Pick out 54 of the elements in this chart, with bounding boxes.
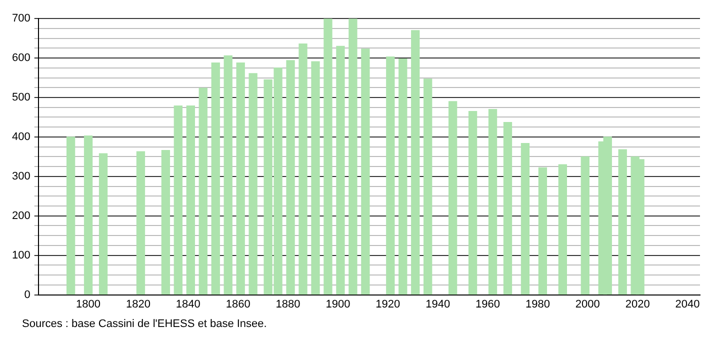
y-tick-label: 600	[12, 52, 30, 64]
x-tick-label: 2040	[675, 298, 700, 310]
y-tick-label: 0	[24, 288, 30, 301]
bar	[224, 55, 232, 295]
bar	[298, 44, 308, 295]
y-tick-label: 300	[12, 170, 30, 182]
bar	[66, 136, 76, 295]
bar	[503, 122, 512, 295]
x-tick-label: 1840	[176, 298, 200, 310]
x-tick-label: 1960	[476, 298, 500, 310]
x-tick-label: 1940	[426, 298, 450, 310]
x-tick-label: 2000	[575, 298, 600, 310]
x-tick-label: 1860	[226, 298, 250, 310]
bar	[398, 58, 408, 295]
bar	[98, 153, 108, 295]
bar	[248, 73, 258, 295]
x-tick-label: 1900	[326, 298, 350, 310]
x-tick-label: 1820	[126, 298, 150, 310]
bar	[324, 18, 332, 295]
x-tick-label: 2020	[625, 298, 650, 310]
y-tick-label: 700	[12, 12, 30, 25]
bar	[211, 62, 220, 295]
bar	[311, 61, 320, 295]
y-tick-label: 500	[12, 92, 30, 104]
bar	[488, 109, 498, 295]
bar	[411, 30, 420, 295]
bar	[468, 110, 478, 295]
bar	[448, 101, 458, 295]
bar	[84, 135, 93, 295]
x-tick-label: 1800	[76, 298, 101, 310]
bar	[580, 156, 590, 295]
x-tick-label: 1980	[525, 298, 550, 310]
bar	[136, 151, 146, 295]
bar	[336, 46, 345, 295]
bar	[386, 56, 395, 295]
bar	[186, 105, 195, 295]
y-tick-label: 400	[12, 131, 30, 144]
bar	[174, 105, 183, 295]
bar	[618, 149, 627, 295]
bar	[286, 60, 295, 295]
x-tick-label: 1880	[276, 298, 300, 310]
y-tick-label: 100	[12, 249, 30, 262]
bar	[161, 150, 170, 295]
x-tick-label: 1920	[376, 298, 400, 310]
bar	[361, 48, 370, 295]
bar	[236, 62, 245, 295]
y-tick-label: 200	[12, 210, 30, 222]
bar	[348, 18, 358, 295]
bar	[424, 78, 432, 295]
source-note: Sources : base Cassini de l'EHESS et base Insee.	[22, 318, 268, 330]
bar	[198, 88, 208, 295]
bar	[520, 142, 530, 295]
bar	[538, 167, 548, 295]
bar	[558, 164, 568, 295]
